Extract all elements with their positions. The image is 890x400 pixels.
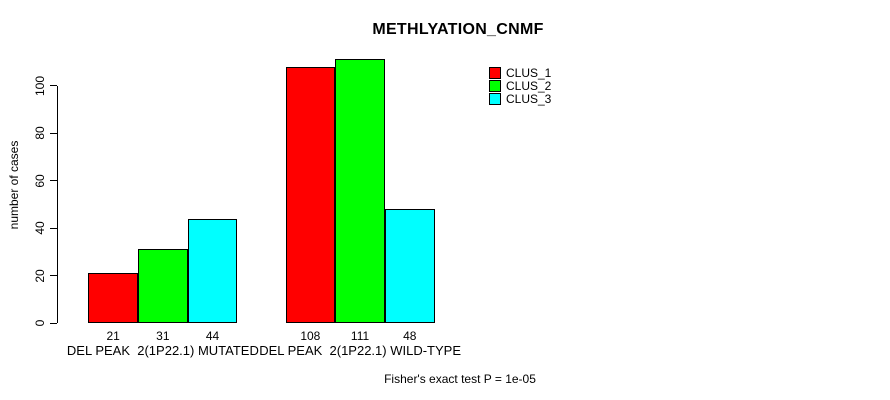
y-axis-line [57, 86, 58, 323]
y-tick-label: 80 [33, 126, 47, 140]
legend-label: CLUS_2 [506, 79, 552, 94]
legend-item-clus_1: CLUS_1 [489, 66, 551, 79]
bar-value-label: 21 [106, 328, 120, 343]
bar-value-label: 111 [350, 328, 370, 343]
bar-clus_2-group2 [335, 59, 385, 323]
legend-label: CLUS_3 [506, 92, 552, 107]
bar-clus_1-group1 [88, 273, 138, 323]
fisher-test-annotation: Fisher's exact test P = 1e-05 [384, 372, 536, 386]
bar-clus_2-group1 [138, 249, 188, 323]
legend-swatch-clus_3 [489, 93, 501, 106]
bar-value-label: 108 [300, 328, 321, 343]
legend-item-clus_2: CLUS_2 [489, 79, 552, 94]
legend-swatch-clus_2 [489, 80, 501, 93]
y-tick-label: 40 [33, 221, 47, 235]
y-tick-label: 60 [33, 173, 47, 188]
y-tick-label: 20 [33, 268, 47, 283]
bar-clus_1-group2 [285, 66, 336, 323]
bar-clus_3-group2 [384, 209, 435, 323]
y-tick-mark [50, 180, 57, 182]
x-group-label-mutated: DEL PEAK 2(1P22.1) MUTATED [66, 343, 259, 358]
legend-label: CLUS_1 [506, 65, 552, 80]
y-tick-mark [50, 132, 57, 134]
y-tick-mark [50, 275, 57, 276]
bar-value-label: 31 [156, 328, 170, 343]
bar-clus_3-group1 [187, 218, 238, 323]
bar-value-label: 44 [205, 328, 220, 343]
x-group-label-wild-type: DEL PEAK 2(1P22.1) WILD-TYPE [259, 343, 461, 358]
legend-item-clus_3: CLUS_3 [489, 93, 551, 106]
y-tick-label: 100 [33, 75, 47, 96]
y-axis-title: number of cases [7, 140, 21, 230]
chart-title: METHLYATION_CNMF [372, 21, 544, 38]
legend-swatch-clus_1 [489, 66, 501, 79]
y-tick-mark [50, 322, 57, 324]
bar-value-label: 48 [403, 328, 417, 343]
y-tick-label: 0 [33, 319, 47, 327]
y-tick-mark [50, 85, 57, 87]
y-tick-mark [50, 227, 57, 229]
legend: CLUS_1 CLUS_2 CLUS_3 [489, 66, 551, 106]
